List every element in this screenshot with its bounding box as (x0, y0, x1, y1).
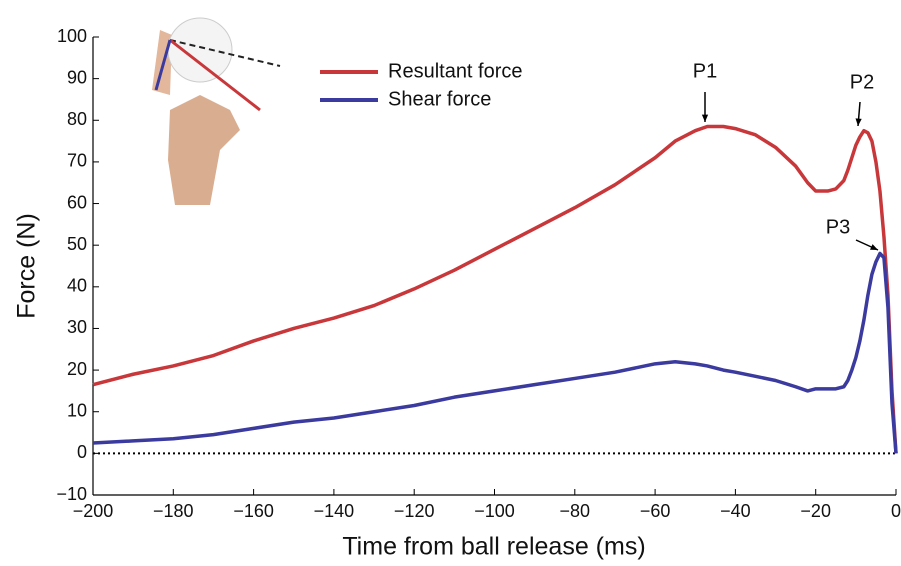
x-tick-label: −140 (314, 501, 355, 521)
y-tick-label: 20 (67, 359, 87, 379)
y-tick-label: 10 (67, 400, 87, 420)
x-tick-label: 0 (891, 501, 901, 521)
x-axis-label: Time from ball release (ms) (342, 533, 645, 561)
hand (168, 95, 240, 205)
series-line (93, 254, 896, 454)
y-tick-label: 100 (57, 26, 87, 46)
x-tick-label: −20 (800, 501, 831, 521)
ball (168, 18, 232, 82)
annotation: P3 (826, 216, 850, 238)
x-tick-label: −100 (474, 501, 515, 521)
y-axis-label: Force (N) (13, 213, 41, 319)
x-tick-label: −40 (720, 501, 751, 521)
x-tick-label: −120 (394, 501, 435, 521)
x-tick-label: −80 (560, 501, 591, 521)
y-tick-label: 50 (67, 234, 87, 254)
legend-label: Shear force (388, 88, 491, 110)
y-tick-label: 80 (67, 109, 87, 129)
x-tick-label: −60 (640, 501, 671, 521)
inset-photo (152, 18, 280, 205)
annotation: P1 (693, 60, 717, 82)
x-tick-label: −160 (233, 501, 274, 521)
legend-label: Resultant force (388, 60, 523, 82)
y-tick-label: 90 (67, 67, 87, 87)
y-tick-label: 0 (77, 442, 87, 462)
annotation: P2 (850, 71, 874, 93)
y-tick-label: 40 (67, 276, 87, 296)
arrow-head (702, 115, 708, 122)
x-tick-label: −180 (153, 501, 194, 521)
chart: Time from ball release (ms) Force (N) −1… (0, 0, 901, 566)
x-tick-label: −200 (73, 501, 114, 521)
y-tick-label: 70 (67, 151, 87, 171)
y-tick-label: 60 (67, 192, 87, 212)
y-tick-label: 30 (67, 317, 87, 337)
